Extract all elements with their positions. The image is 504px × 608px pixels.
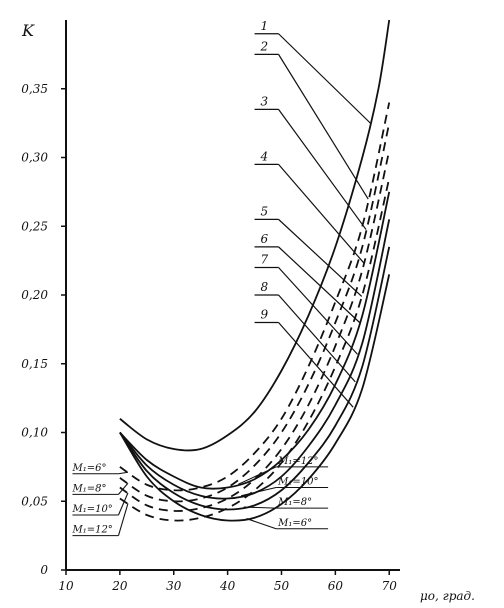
y-tick-label: 0,05 xyxy=(21,494,48,508)
y-tick-label: 0,20 xyxy=(21,288,48,302)
mach-label-right: M₁=8° xyxy=(277,497,312,508)
leader-line xyxy=(243,506,277,509)
leader-line xyxy=(117,492,129,516)
mach-label-left: M₁=8° xyxy=(71,483,106,494)
leader-line xyxy=(238,466,277,485)
leader-line xyxy=(118,482,129,495)
x-tick-label: 70 xyxy=(382,579,398,593)
curve-number-label: 4 xyxy=(260,149,269,163)
y-tick-label: 0,25 xyxy=(21,219,48,233)
leader-line xyxy=(240,486,277,497)
x-tick-label: 60 xyxy=(328,579,344,593)
series-6-line xyxy=(119,191,391,490)
leader-line xyxy=(278,163,365,264)
leader-line xyxy=(278,54,369,200)
leader-line xyxy=(278,267,358,355)
series-5-line xyxy=(119,177,391,522)
leader-line xyxy=(278,322,354,408)
y-axis-title: K xyxy=(21,21,35,40)
x-tick-label: 50 xyxy=(274,579,290,593)
leader-line xyxy=(117,503,129,536)
mach-label-left: M₁=10° xyxy=(71,504,112,515)
series-9-line xyxy=(119,274,391,522)
x-tick-label: 10 xyxy=(58,579,74,593)
x-tick-label: 30 xyxy=(166,579,182,593)
ticks: 10 20 30 40 50 60 70 0 0,05 0,10 0,15 0,20 0,25 0,30 0… xyxy=(21,82,397,593)
leader-line xyxy=(118,471,129,475)
series-2-line xyxy=(119,102,391,492)
curves xyxy=(119,19,391,522)
curve-number-label: 7 xyxy=(261,253,269,267)
y-tick-label: 0,30 xyxy=(21,151,48,165)
mach-label-right: M₁=12° xyxy=(277,456,318,467)
y-tick-label: 0,15 xyxy=(21,357,48,371)
mach-label-left: M₁=12° xyxy=(71,525,112,536)
curve-number-label: 9 xyxy=(261,308,269,322)
curve-number-label: 1 xyxy=(261,19,269,33)
series-8-line xyxy=(119,246,391,511)
series-4-line xyxy=(119,150,391,512)
curve-number-label: 2 xyxy=(260,39,269,53)
x-tick-label: 40 xyxy=(219,579,236,593)
leader-line xyxy=(278,294,356,383)
mach-label-right: M₁=6° xyxy=(277,518,312,529)
curve-number-label: 6 xyxy=(261,232,269,246)
leader-line xyxy=(278,109,367,230)
mach-label-right: M₁=10° xyxy=(277,477,318,488)
leader-line xyxy=(278,33,371,124)
curve-number-label: 3 xyxy=(261,94,269,108)
leader-line xyxy=(278,218,363,297)
y-tick-label: 0 xyxy=(40,563,48,577)
curve-number-label: 5 xyxy=(261,204,269,218)
leader-line xyxy=(246,518,277,530)
x-axis-title: μo, град. xyxy=(420,589,475,603)
y-tick-label: 0,10 xyxy=(21,426,48,440)
series-1-line xyxy=(119,19,391,452)
x-tick-label: 20 xyxy=(111,579,128,593)
leader-line xyxy=(278,246,361,323)
curve-number-label: 8 xyxy=(261,280,269,294)
mach-label-left: M₁=6° xyxy=(71,463,106,474)
y-tick-label: 0,35 xyxy=(21,82,48,96)
curve-labels: 1 2 3 4 5 6 7 8 9 M₁=12° M₁=10° M₁=8° M₁=6° M₁=6° M₁=8… xyxy=(71,19,371,537)
series-7-line xyxy=(119,219,391,500)
